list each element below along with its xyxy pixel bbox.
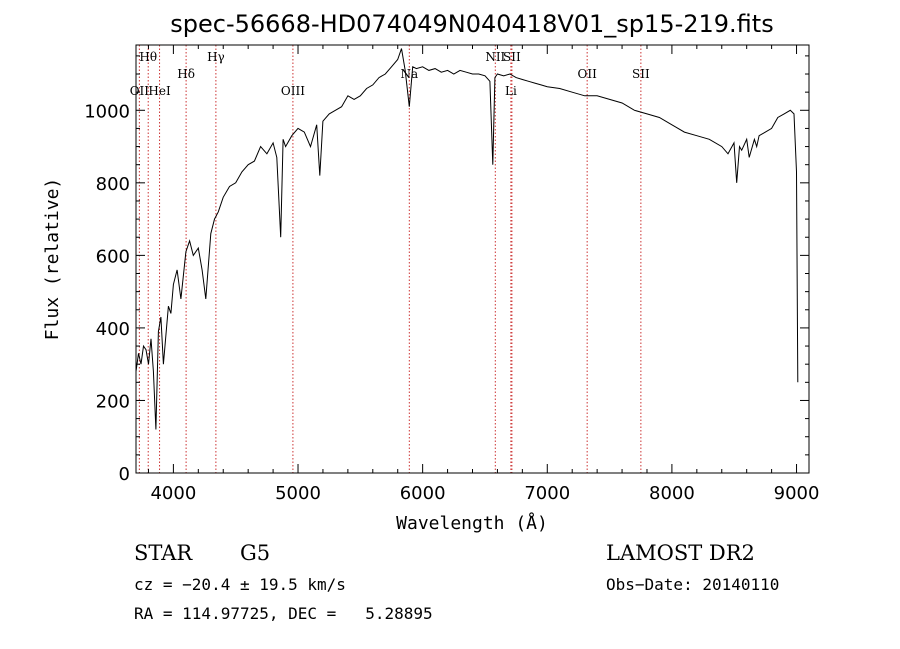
x-axis-label: Wavelength (Å) <box>396 512 548 534</box>
object-subclass: G5 <box>240 541 270 565</box>
y-tick-label: 400 <box>96 319 130 340</box>
y-tick-label: 200 <box>96 391 130 412</box>
y-tick-label: 1000 <box>84 101 130 122</box>
spectral-line-label: OII <box>577 67 597 81</box>
spectral-line-label: OII <box>130 84 150 98</box>
x-tick-label: 4000 <box>150 483 196 504</box>
x-tick-label: 9000 <box>774 483 820 504</box>
spectral-line-label: Na <box>400 67 418 81</box>
spectral-line-label: Hθ <box>139 50 157 64</box>
spectral-line-label: Li <box>505 84 517 98</box>
spectrum-series-line <box>135 48 799 430</box>
observation-date: Obs−Date: 20140110 <box>606 575 779 594</box>
y-tick-label: 800 <box>96 174 130 195</box>
spectral-line-label: Hγ <box>207 50 225 64</box>
x-tick-label: 7000 <box>524 483 570 504</box>
redshift-cz: cz = −20.4 ± 19.5 km/s <box>134 575 346 594</box>
y-axis-ticks: 0 200 400 600 800 1000 <box>84 55 809 485</box>
plot-frame <box>135 44 810 474</box>
spectral-line-label: SII <box>632 67 650 81</box>
x-tick-label: 5000 <box>275 483 321 504</box>
x-tick-label: 6000 <box>400 483 446 504</box>
chart-title: spec-56668-HD074049N040418V01_sp15-219.f… <box>170 10 773 38</box>
y-tick-label: 600 <box>96 246 130 267</box>
y-tick-label: 0 <box>119 464 130 485</box>
spectral-line-label: Hδ <box>177 67 195 81</box>
spectral-line-label: SII <box>503 50 521 64</box>
x-tick-label: 8000 <box>649 483 695 504</box>
x-axis-ticks: 4000 5000 6000 7000 8000 9000 <box>147 45 820 504</box>
survey-name: LAMOST DR2 <box>606 541 755 565</box>
y-axis-label: Flux (relative) <box>42 178 63 341</box>
spectral-line-markers <box>138 45 642 473</box>
spectral-line-label: HeI <box>148 84 171 98</box>
object-class: STAR <box>134 541 193 565</box>
ra-dec-coordinates: RA = 114.97725, DEC = 5.28895 <box>134 604 433 623</box>
spectral-line-label: NII <box>485 50 505 64</box>
spectral-line-label: OIII <box>281 84 305 98</box>
